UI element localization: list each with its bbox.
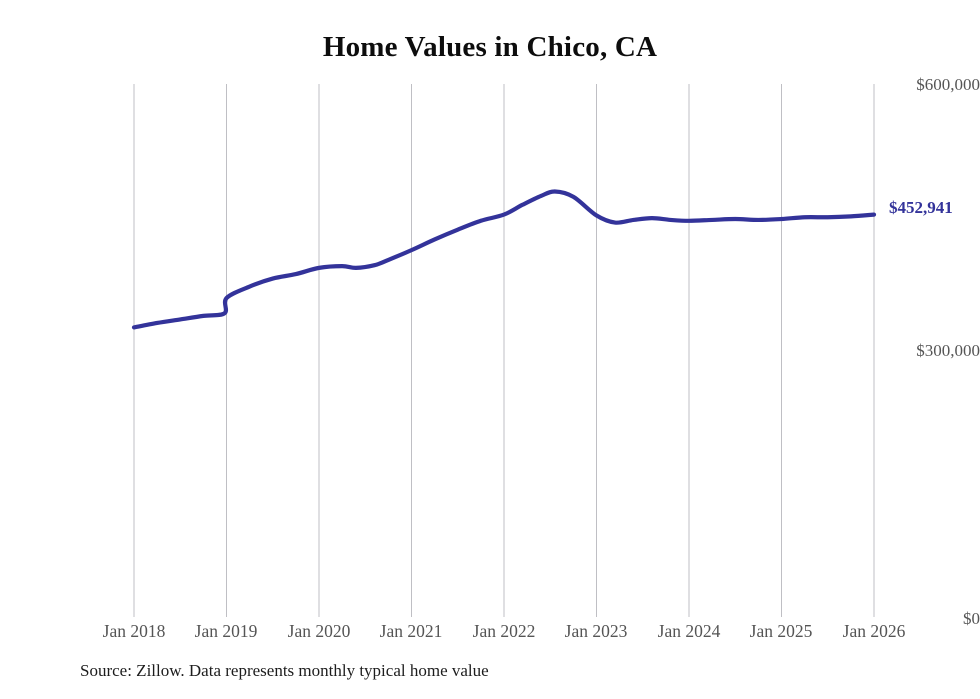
source-note: Source: Zillow. Data represents monthly … bbox=[80, 661, 489, 680]
x-axis-tick-jan-2026: Jan 2026 bbox=[842, 621, 906, 641]
x-axis-tick-jan-2025: Jan 2025 bbox=[749, 621, 813, 641]
y-axis-tick-600000: $600,000 bbox=[916, 75, 980, 94]
x-axis-tick-jan-2023: Jan 2023 bbox=[564, 621, 628, 641]
y-axis-tick-0: $0 bbox=[963, 609, 980, 628]
x-axis-tick-jan-2024: Jan 2024 bbox=[657, 621, 721, 641]
x-axis-tick-jan-2021: Jan 2021 bbox=[379, 621, 443, 641]
x-axis-tick-jan-2019: Jan 2019 bbox=[194, 621, 258, 641]
y-axis-tick-300000: $300,000 bbox=[916, 341, 980, 360]
x-axis-tick-jan-2020: Jan 2020 bbox=[287, 621, 351, 641]
series-end-value-label: $452,941 bbox=[889, 198, 953, 217]
x-axis-tick-jan-2022: Jan 2022 bbox=[472, 621, 536, 641]
x-axis-tick-jan-2018: Jan 2018 bbox=[102, 621, 166, 641]
gridlines bbox=[133, 84, 875, 617]
page-title: Home Values in Chico, CA bbox=[322, 31, 658, 63]
series-line-group bbox=[131, 189, 877, 330]
series-line-0 bbox=[131, 189, 877, 330]
